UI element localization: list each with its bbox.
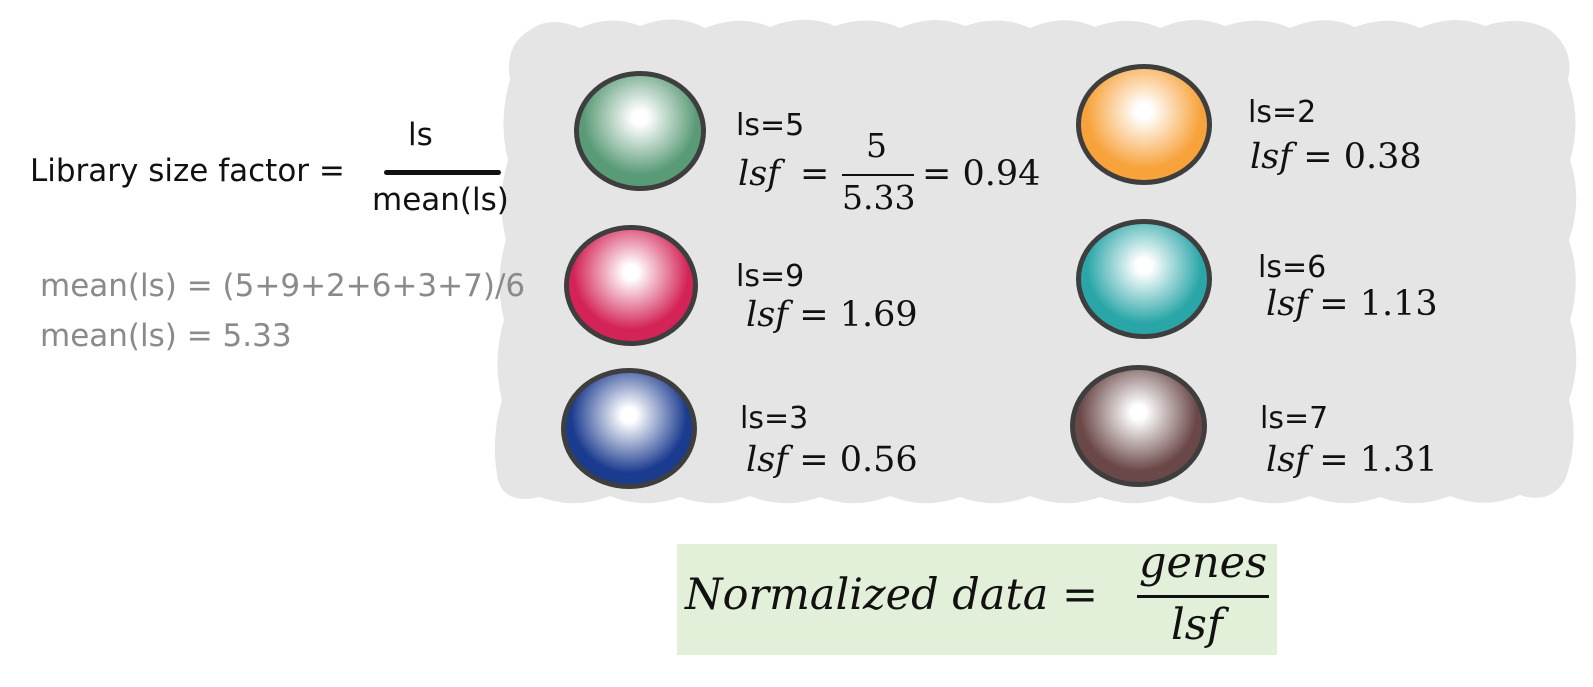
- cell-green-icon: [574, 71, 706, 191]
- cell-green-lsf-var: lsf: [738, 154, 781, 194]
- cell-green-lsf-result: = 0.94: [922, 154, 1041, 194]
- cell-green-frac-den: 5.33: [842, 178, 916, 217]
- fraction-bar: [384, 170, 501, 175]
- cell-blue-icon: [561, 368, 697, 489]
- cell-blue-lsf: lsf = 0.56: [746, 440, 918, 480]
- formula-denominator: mean(ls): [372, 182, 509, 218]
- formula-numerator: ls: [408, 117, 433, 153]
- library-size-factor-label: Library size factor =: [30, 153, 345, 189]
- cell-teal-ls-label: ls=6: [1258, 250, 1327, 285]
- cell-pink-lsf: lsf = 1.69: [746, 295, 918, 335]
- cell-blue-ls-label: ls=3: [740, 401, 809, 436]
- normalized-numerator: genes: [1139, 538, 1268, 588]
- cell-pink-icon: [564, 225, 698, 346]
- grey-background-blob: [494, 19, 1577, 504]
- cell-green-frac-num: 5: [866, 126, 887, 165]
- mean-calculation: mean(ls) = (5+9+2+6+3+7)/6: [40, 268, 526, 304]
- normalized-denominator: lsf: [1171, 600, 1223, 650]
- cell-green-lsf-eq: =: [800, 154, 830, 194]
- normalized-data-lhs: Normalized data =: [685, 570, 1099, 620]
- cell-brown-lsf: lsf = 1.31: [1266, 440, 1438, 480]
- mean-result: mean(ls) = 5.33: [40, 318, 292, 354]
- cell-green-frac-bar: [842, 174, 914, 176]
- cell-teal-lsf: lsf = 1.13: [1266, 284, 1438, 324]
- cell-brown-icon: [1070, 365, 1207, 487]
- normalized-fraction-bar: [1137, 595, 1269, 598]
- cell-green-ls-label: ls=5: [736, 108, 805, 143]
- cell-pink-ls-label: ls=9: [736, 259, 805, 294]
- cell-orange-ls-label: ls=2: [1248, 95, 1317, 130]
- cell-teal-icon: [1076, 219, 1212, 339]
- cell-orange-lsf: lsf = 0.38: [1250, 137, 1422, 177]
- normalized-data-box: Normalized data = genes lsf: [677, 538, 1277, 655]
- cell-brown-ls-label: ls=7: [1260, 401, 1329, 436]
- cell-orange-icon: [1076, 64, 1212, 185]
